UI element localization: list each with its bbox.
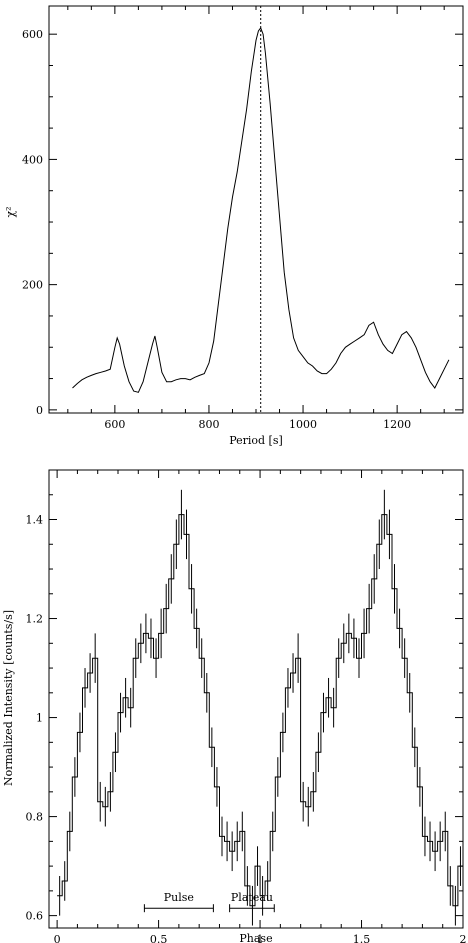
periodogram-xtick-label: 1000 <box>289 418 317 431</box>
light-curve-error-bars <box>59 489 461 926</box>
periodogram-ytick-label: 200 <box>22 279 43 292</box>
periodogram-xtick-label: 1200 <box>383 418 411 431</box>
light-curve-xtick-label: 1.5 <box>353 933 371 943</box>
light-curve-step-line <box>57 514 463 907</box>
phase-annotations: Pulse Plateau <box>143 891 275 913</box>
light-curve-ytick-label: 1 <box>36 712 43 725</box>
light-curve-ytick-label: 1.2 <box>26 613 44 626</box>
periodogram-panel: 600 800 1000 1200 0 200 400 600 Period [s] χ² <box>4 5 464 447</box>
light-curve-ylabel: Normalized Intensity [counts/s] <box>2 610 15 786</box>
light-curve-xtick-label: 1 <box>257 933 264 943</box>
phase-range-label: Plateau <box>231 891 273 904</box>
light-curve-ytick-label: 0.6 <box>26 910 44 923</box>
light-curve-xtick-label: 2 <box>460 933 467 943</box>
light-curve-frame <box>48 469 464 929</box>
light-curve-ticks: 0 0.5 1 1.5 2 0.6 0.8 1 1.2 1.4 <box>26 470 467 943</box>
periodogram-ytick-label: 600 <box>22 28 43 41</box>
periodogram-ytick-label: 400 <box>22 153 43 166</box>
phase-range-label: Pulse <box>164 891 194 904</box>
light-curve-xtick-label: 0.5 <box>150 933 168 943</box>
periodogram-xlabel: Period [s] <box>229 434 283 447</box>
periodogram-frame <box>48 5 464 414</box>
light-curve-xtick-label: 0 <box>54 933 61 943</box>
chi-square-series-line <box>72 26 450 393</box>
light-curve-panel: 0 0.5 1 1.5 2 0.6 0.8 1 1.2 1.4 Pulse Plateau Phas… <box>2 469 467 943</box>
light-curve-xlabel: Phase <box>239 932 272 943</box>
periodogram-ytick-label: 0 <box>36 404 43 417</box>
periodogram-xtick-label: 600 <box>104 418 125 431</box>
periodogram-ylabel: χ² <box>4 206 17 217</box>
periodogram-ticks: 600 800 1000 1200 0 200 400 600 <box>22 6 463 431</box>
periodogram-xtick-label: 800 <box>198 418 219 431</box>
light-curve-ytick-label: 0.8 <box>26 811 44 824</box>
light-curve-ytick-label: 1.4 <box>26 514 44 527</box>
